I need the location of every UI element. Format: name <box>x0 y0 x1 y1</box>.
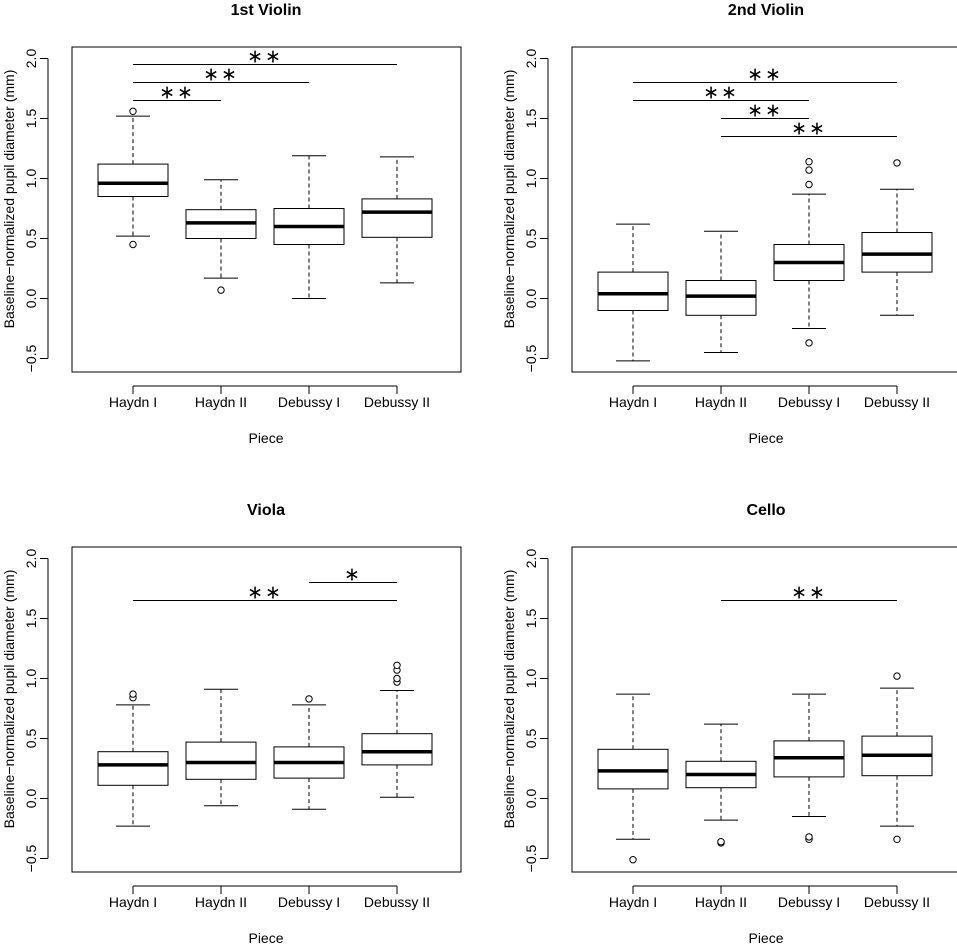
y-tick-label: 2.0 <box>523 49 539 69</box>
significance-label: ∗∗ <box>703 83 739 104</box>
y-axis-label: Baseline−normalized pupil diameter (mm) <box>501 70 517 329</box>
outlier-point <box>130 691 136 697</box>
x-tick-label: Debussy II <box>364 394 430 410</box>
y-tick-label: 1.5 <box>523 109 539 129</box>
x-tick-label: Haydn I <box>609 394 657 410</box>
significance-label: ∗∗ <box>247 47 283 68</box>
significance-label: ∗∗ <box>159 83 195 104</box>
y-tick-label: 2.0 <box>23 49 39 69</box>
x-axis-label: Piece <box>248 930 283 945</box>
significance-label: ∗ <box>344 565 362 586</box>
outlier-point <box>630 857 636 863</box>
x-tick-label: Debussy I <box>778 894 840 910</box>
outlier-point <box>718 839 724 845</box>
y-tick-label: −0.5 <box>523 344 539 372</box>
y-tick-label: 2.0 <box>23 549 39 569</box>
x-tick-label: Debussy I <box>278 894 340 910</box>
figure-background <box>0 0 957 945</box>
boxplot-figure: 1st Violin Piece Baseline−normalized pup… <box>0 0 957 945</box>
significance-label: ∗∗ <box>791 119 827 140</box>
significance-label: ∗∗ <box>203 65 239 86</box>
panel-title: 1st Violin <box>231 2 302 19</box>
outlier-point <box>130 241 136 247</box>
x-tick-label: Haydn I <box>109 894 157 910</box>
iqr-box <box>98 752 168 786</box>
x-tick-label: Debussy II <box>864 394 930 410</box>
y-tick-label: 1.0 <box>23 669 39 689</box>
y-tick-label: 0.5 <box>23 729 39 749</box>
x-tick-label: Debussy I <box>278 394 340 410</box>
y-tick-label: 0.0 <box>23 289 39 309</box>
x-axis-label: Piece <box>748 430 783 446</box>
y-axis-label: Baseline−normalized pupil diameter (mm) <box>1 570 17 829</box>
x-tick-label: Haydn I <box>609 894 657 910</box>
outlier-point <box>806 340 812 346</box>
y-tick-label: 0.5 <box>523 229 539 249</box>
y-tick-label: 1.0 <box>523 169 539 189</box>
outlier-point <box>894 160 900 166</box>
outlier-point <box>394 662 400 668</box>
panel-title: Viola <box>247 502 285 519</box>
outlier-point <box>806 181 812 187</box>
y-tick-label: 1.5 <box>23 109 39 129</box>
y-tick-label: 1.0 <box>23 169 39 189</box>
significance-label: ∗∗ <box>791 583 827 604</box>
panel-title: Cello <box>746 502 785 519</box>
y-tick-label: 0.5 <box>523 729 539 749</box>
iqr-box <box>362 734 432 765</box>
y-tick-label: 0.0 <box>523 289 539 309</box>
y-tick-label: 0.5 <box>23 229 39 249</box>
x-axis-label: Piece <box>248 430 283 446</box>
iqr-box <box>862 233 932 273</box>
y-tick-label: 2.0 <box>523 549 539 569</box>
outlier-point <box>894 673 900 679</box>
x-tick-label: Haydn I <box>109 394 157 410</box>
iqr-box <box>686 281 756 316</box>
outlier-point <box>218 287 224 293</box>
outlier-point <box>894 836 900 842</box>
outlier-point <box>806 159 812 165</box>
iqr-box <box>598 749 668 789</box>
significance-label: ∗∗ <box>247 583 283 604</box>
outlier-point <box>806 167 812 173</box>
y-tick-label: 0.0 <box>23 789 39 809</box>
y-tick-label: −0.5 <box>23 344 39 372</box>
iqr-box <box>598 272 668 310</box>
x-tick-label: Debussy II <box>364 894 430 910</box>
x-axis-label: Piece <box>748 930 783 945</box>
x-tick-label: Haydn II <box>695 394 747 410</box>
y-tick-label: 1.5 <box>523 609 539 629</box>
y-tick-label: 1.5 <box>23 609 39 629</box>
x-tick-label: Haydn II <box>195 394 247 410</box>
outlier-point <box>130 108 136 114</box>
y-tick-label: 0.0 <box>523 789 539 809</box>
y-axis-label: Baseline−normalized pupil diameter (mm) <box>501 570 517 829</box>
significance-label: ∗∗ <box>747 65 783 86</box>
outlier-point <box>806 834 812 840</box>
y-axis-label: Baseline−normalized pupil diameter (mm) <box>1 70 17 329</box>
y-tick-label: −0.5 <box>23 844 39 872</box>
x-tick-label: Debussy II <box>864 894 930 910</box>
panel-title: 2nd Violin <box>728 2 804 19</box>
x-tick-label: Haydn II <box>695 894 747 910</box>
significance-label: ∗∗ <box>747 101 783 122</box>
iqr-box <box>98 164 168 196</box>
y-tick-label: −0.5 <box>523 844 539 872</box>
iqr-box <box>362 199 432 237</box>
iqr-box <box>186 742 256 779</box>
outlier-point <box>394 675 400 681</box>
outlier-point <box>306 696 312 702</box>
y-tick-label: 1.0 <box>523 669 539 689</box>
x-tick-label: Haydn II <box>195 894 247 910</box>
x-tick-label: Debussy I <box>778 394 840 410</box>
